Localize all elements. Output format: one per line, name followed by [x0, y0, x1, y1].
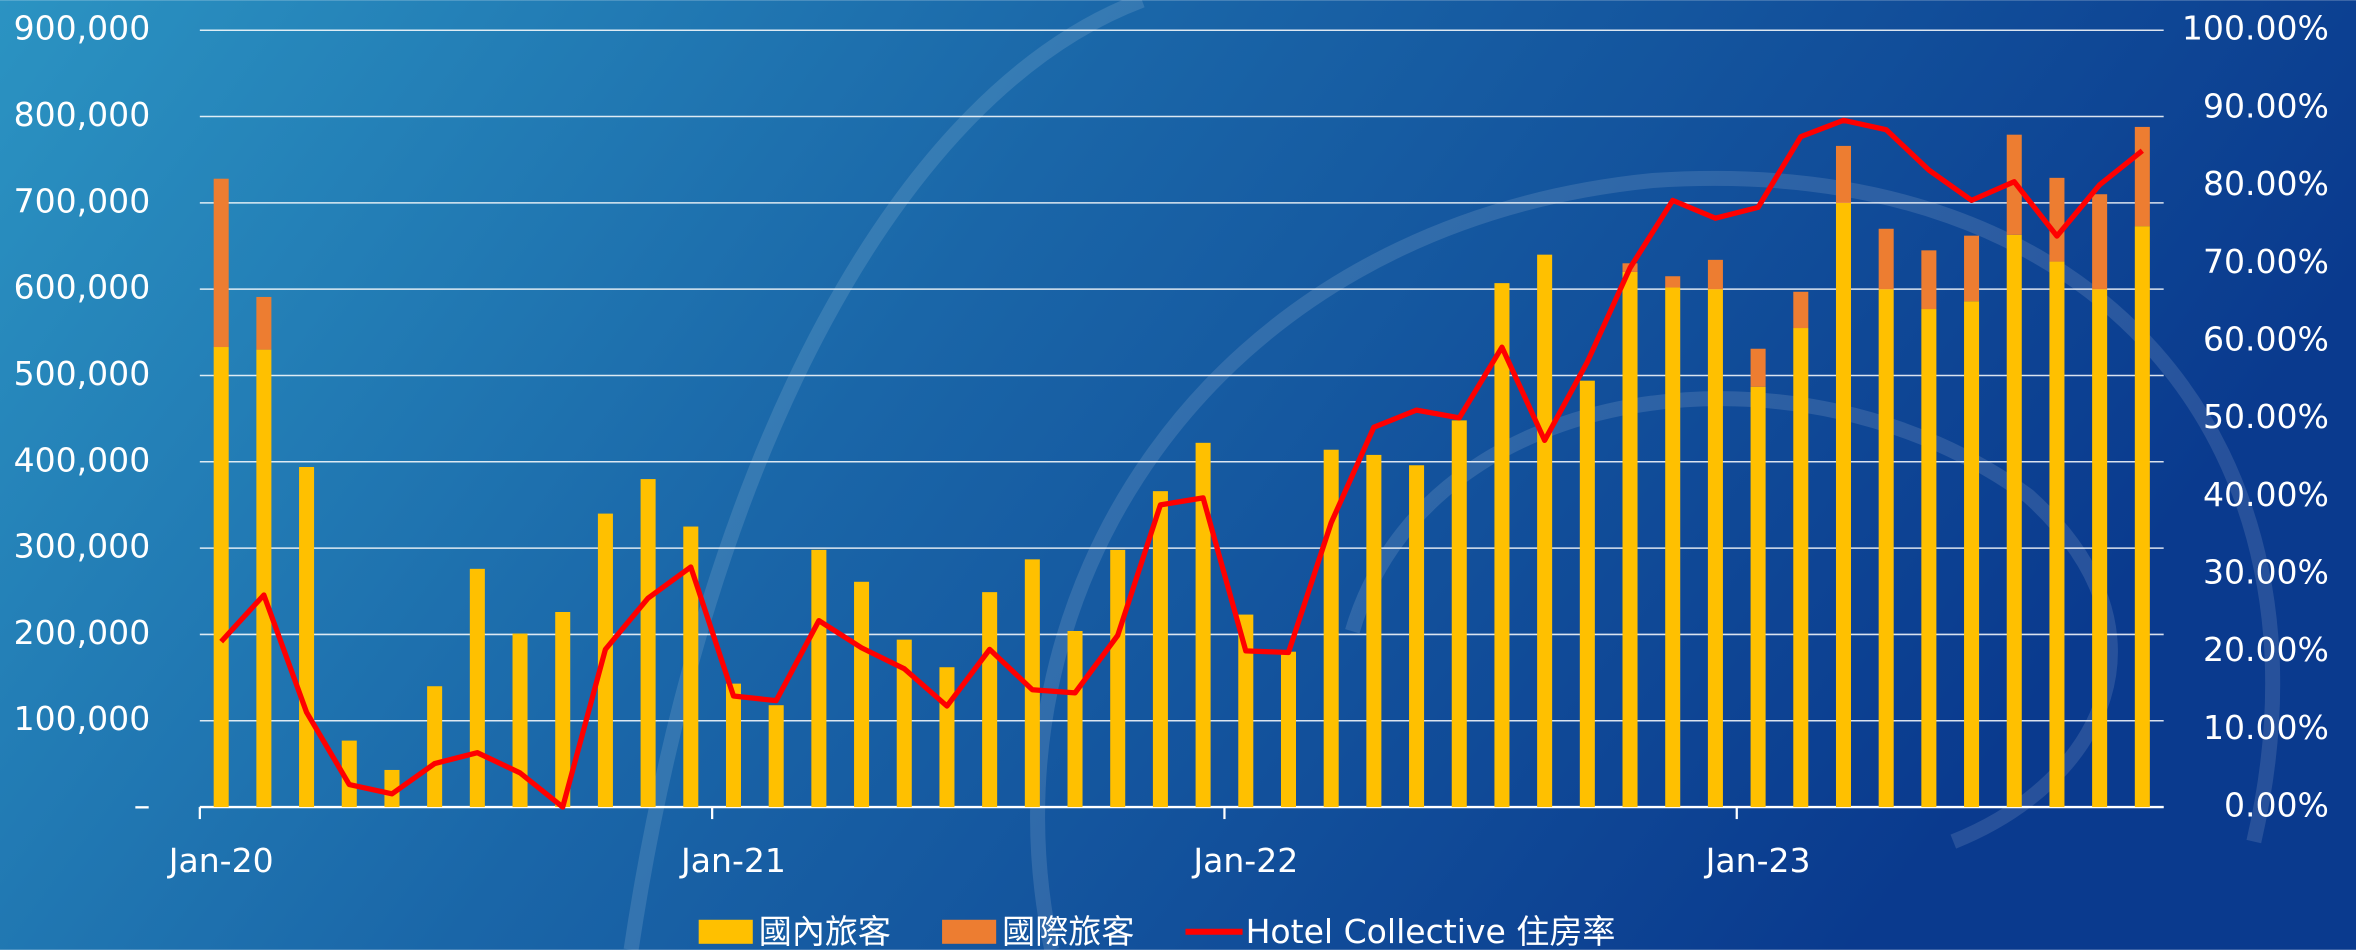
bar: [1793, 328, 1808, 807]
y2-tick-label: 70.00%: [2203, 242, 2329, 281]
bar: [2135, 127, 2150, 226]
bar: [769, 705, 784, 807]
bar: [214, 179, 229, 347]
bar: [1751, 387, 1766, 807]
x-tick-label: Jan-22: [1191, 841, 1298, 880]
y-tick-label: 700,000: [14, 181, 151, 220]
bar: [641, 479, 656, 807]
bar: [1708, 260, 1723, 289]
y-tick-label: 600,000: [14, 268, 151, 307]
bar: [1921, 250, 1936, 309]
legend-swatch: [699, 920, 753, 944]
bar: [1409, 465, 1424, 807]
bar: [1879, 289, 1894, 807]
bar: [1665, 287, 1680, 807]
bar: [2092, 289, 2107, 807]
legend-swatch: [942, 920, 996, 944]
y2-tick-label: 30.00%: [2203, 553, 2329, 592]
x-tick-label: Jan-21: [679, 841, 786, 880]
bar: [1964, 301, 1979, 807]
y-tick-label: 800,000: [14, 95, 151, 134]
bar: [2049, 178, 2064, 262]
bar: [1836, 146, 1851, 203]
bar: [1324, 450, 1339, 807]
bar: [2007, 235, 2022, 807]
bar: [1793, 292, 1808, 328]
y2-tick-label: 80.00%: [2203, 164, 2329, 203]
bar: [427, 686, 442, 807]
legend-label: Hotel Collective 住房率: [1246, 912, 1616, 950]
bar: [513, 634, 528, 807]
bar: [1623, 272, 1638, 807]
bar: [854, 582, 869, 807]
bar: [1452, 420, 1467, 807]
x-tick-label: Jan-20: [167, 841, 274, 880]
y2-tick-label: 90.00%: [2203, 86, 2329, 125]
bar: [1964, 236, 1979, 302]
bar: [726, 684, 741, 807]
bar: [1665, 276, 1680, 287]
y-tick-label: 100,000: [14, 699, 151, 738]
bar: [1110, 550, 1125, 807]
bar: [1580, 381, 1595, 807]
bar: [1921, 309, 1936, 807]
y-tick-label: 500,000: [14, 354, 151, 393]
bar: [2135, 226, 2150, 807]
y2-tick-label: 40.00%: [2203, 475, 2329, 514]
bar: [1153, 491, 1168, 807]
bar: [1068, 631, 1083, 807]
bar: [1836, 203, 1851, 807]
bar: [256, 297, 271, 350]
y-tick-label: 400,000: [14, 440, 151, 479]
bar: [2092, 194, 2107, 289]
page: {"chart_data":{"type":"bar","stacked":tr…: [0, 0, 2356, 950]
chart: – 100,000 200,000 300,000 400,000 500,000 600,…: [0, 0, 2356, 950]
x-tick-label: Jan-23: [1704, 841, 1811, 880]
y2-tick-label: 0.00%: [2224, 786, 2329, 825]
bar: [982, 592, 997, 807]
bar: [1879, 229, 1894, 289]
bar: [214, 347, 229, 807]
legend-label: 國際旅客: [1002, 912, 1134, 950]
bar: [811, 550, 826, 807]
y2-tick-label: 60.00%: [2203, 319, 2329, 358]
y-tick-label: 900,000: [14, 9, 151, 48]
y-tick-label: –: [134, 786, 151, 825]
legend-label: 國內旅客: [759, 912, 891, 950]
y2-tick-label: 10.00%: [2203, 708, 2329, 747]
y2-tick-label: 50.00%: [2203, 397, 2329, 436]
y2-tick-label: 20.00%: [2203, 630, 2329, 669]
bar: [1751, 349, 1766, 387]
bar: [1708, 289, 1723, 807]
y-tick-label: 200,000: [14, 613, 151, 652]
y-tick-label: 300,000: [14, 527, 151, 566]
bar: [256, 350, 271, 807]
bar: [1537, 255, 1552, 807]
bar: [299, 467, 314, 807]
bar: [1366, 455, 1381, 807]
bar: [470, 569, 485, 807]
bar: [1281, 652, 1296, 807]
bar: [939, 667, 954, 807]
bar: [2049, 262, 2064, 807]
y2-tick-label: 100.00%: [2182, 9, 2329, 48]
